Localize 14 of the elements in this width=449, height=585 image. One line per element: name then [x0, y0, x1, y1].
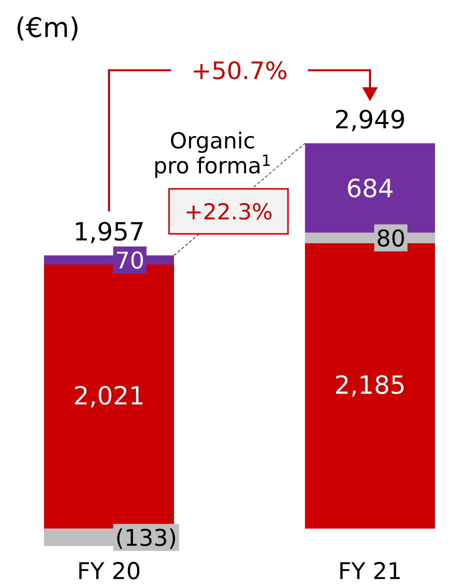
x-tick-label: FY 21 [340, 562, 400, 579]
chart-title: (€m) [18, 16, 78, 41]
data-label: 70 [117, 251, 143, 269]
annotation: Organic pro forma$^{1}$ [155, 132, 270, 178]
total-label: 2,949 [336, 110, 404, 132]
total-label: 1,957 [76, 222, 143, 244]
text: +50.7% [194, 61, 286, 80]
data-label: 2,185 [336, 375, 404, 397]
annotation: +22.3% [186, 203, 272, 220]
data-label: 80 [378, 229, 404, 247]
data-label: 2,021 [75, 386, 142, 408]
data-label: (133) [117, 528, 176, 549]
data-label: 684 [348, 178, 392, 198]
x-tick-label: FY 20 [79, 562, 140, 580]
